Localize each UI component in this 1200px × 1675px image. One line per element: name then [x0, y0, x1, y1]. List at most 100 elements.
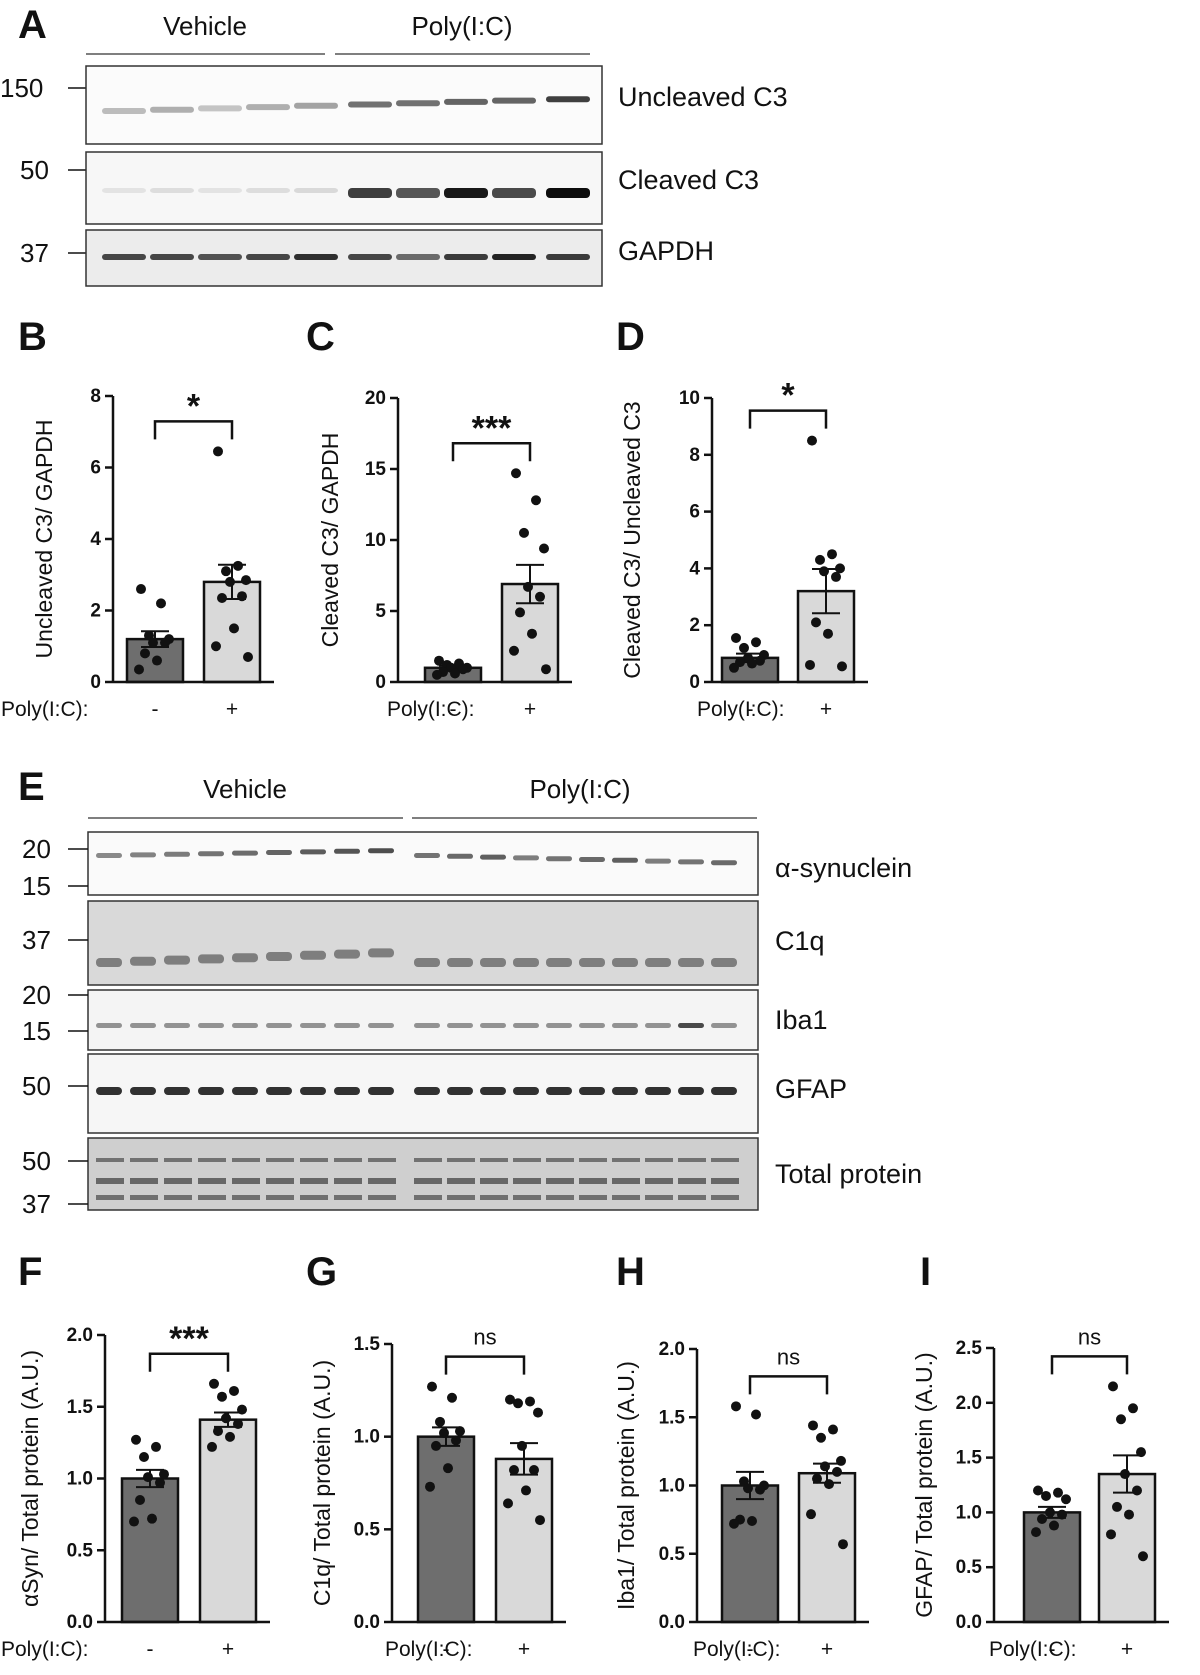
- blot-label-alpha-synuclein: α-synuclein: [775, 853, 912, 883]
- panel-label-b: B: [18, 315, 47, 359]
- blot-band: [480, 1023, 506, 1028]
- chart-g-point: [427, 1381, 437, 1392]
- blot-band: [300, 1087, 326, 1095]
- chart-b-point: [237, 591, 247, 602]
- chart-c-y-tick-label: 15: [365, 459, 387, 480]
- blot-band: [492, 254, 536, 260]
- chart-f-significance-bracket: [148, 1352, 230, 1372]
- chart-c-point: [434, 655, 444, 666]
- blot-band: [513, 1023, 539, 1028]
- chart-f-point: [233, 1418, 243, 1429]
- chart-d-x-label: Poly(I:C):: [697, 698, 785, 721]
- chart-b-point: [136, 584, 146, 595]
- chart-c-point: [541, 664, 551, 675]
- chart-g-x-tick-label: -: [443, 1638, 450, 1661]
- blot-band: [96, 1195, 124, 1200]
- blot-band: [612, 1087, 638, 1095]
- blot-band: [300, 950, 326, 960]
- blot-a-marker-150: 150: [0, 73, 43, 103]
- blot-band: [711, 1023, 737, 1028]
- chart-h-point: [838, 1539, 848, 1550]
- blot-label-iba1: Iba1: [775, 1005, 828, 1035]
- chart-c-point: [511, 468, 521, 479]
- chart-f-point: [237, 1404, 247, 1415]
- blot-band: [645, 1087, 671, 1095]
- chart-i-y-tick-label: 1.5: [956, 1448, 983, 1469]
- chart-g-bar-polyic: [494, 1457, 554, 1624]
- blot-band: [96, 1178, 124, 1184]
- blot-band: [300, 1158, 328, 1162]
- blot-label-gfap: GFAP: [775, 1074, 847, 1104]
- blot-band: [150, 106, 194, 113]
- chart-g-y-tick-label: 0.5: [354, 1519, 381, 1540]
- chart-h-x-tick-label: -: [747, 1638, 754, 1661]
- blot-band: [447, 958, 473, 967]
- chart-i-point: [1049, 1520, 1059, 1531]
- blot-band: [130, 1087, 156, 1095]
- chart-b-point: [156, 598, 166, 609]
- blot-band: [447, 1195, 475, 1200]
- blot-band: [444, 98, 488, 105]
- chart-i-significance-label: ns: [1078, 1324, 1101, 1349]
- chart-h-y-tick-label: 1.0: [659, 1476, 685, 1497]
- blot-band: [96, 853, 122, 858]
- blot-band: [102, 108, 146, 114]
- chart-i-point: [1138, 1551, 1148, 1562]
- blot-band: [711, 958, 737, 967]
- blot-band: [246, 188, 290, 193]
- blot-band: [480, 1087, 506, 1095]
- chart-d-point: [747, 658, 757, 669]
- chart-b-significance-label: *: [187, 387, 201, 425]
- blot-band: [414, 853, 440, 858]
- chart-f-y-label: αSyn/ Total protein (A.U.): [17, 1350, 43, 1607]
- chart-f-bar-polyic: [198, 1418, 258, 1624]
- chart-i-x-label: Poly(I:C):: [989, 1638, 1077, 1661]
- chart-d-point: [811, 617, 821, 628]
- blot-band: [130, 1195, 158, 1200]
- chart-f-point: [139, 1451, 149, 1462]
- chart-c-point: [515, 607, 525, 618]
- blot-band: [266, 850, 292, 855]
- blot-band: [396, 254, 440, 260]
- chart-d-point: [835, 563, 845, 574]
- blot-band: [492, 188, 536, 198]
- blot-band: [130, 1178, 158, 1184]
- chart-h-point: [729, 1518, 739, 1529]
- blot-band: [645, 1158, 673, 1162]
- blot-label-uncleaved-c3: Uncleaved C3: [618, 82, 788, 112]
- chart-g-point: [521, 1485, 531, 1496]
- chart-h-point: [824, 1479, 834, 1490]
- chart-h-significance-bracket: [748, 1375, 829, 1395]
- chart-h-point: [743, 1483, 753, 1494]
- chart-i-point: [1045, 1507, 1055, 1518]
- blot-band: [198, 1158, 226, 1162]
- blot-band: [480, 1158, 508, 1162]
- chart-g: 0.0 0.5 1.0 1.5 C1q/ Total protein (A.U.) Pol…: [309, 1325, 566, 1661]
- blot-band: [334, 1178, 362, 1184]
- chart-i-point: [1041, 1490, 1051, 1501]
- chart-c-point: [450, 668, 460, 679]
- blot-band: [164, 1087, 190, 1095]
- chart-d-significance-label: *: [781, 377, 795, 415]
- blot-band: [232, 850, 258, 856]
- blot-band: [368, 848, 394, 854]
- blot-band: [579, 1087, 605, 1095]
- blot-band: [546, 254, 590, 260]
- blot-band: [266, 1178, 294, 1184]
- chart-f-y-tick-label: 0.0: [67, 1612, 93, 1633]
- blot-alpha-synuclein: [87, 831, 759, 896]
- chart-c-point: [523, 581, 533, 592]
- blot-band: [396, 188, 440, 198]
- chart-c-x-label: Poly(I:C):: [387, 698, 475, 721]
- chart-g-point: [451, 1435, 461, 1446]
- blot-band: [164, 1178, 192, 1184]
- chart-b-point: [217, 592, 227, 603]
- chart-g-point: [503, 1498, 513, 1509]
- blot-label-c1q: C1q: [775, 926, 825, 956]
- blot-band: [579, 857, 605, 862]
- blot-band: [368, 1158, 396, 1162]
- chart-f: 0.0 0.5 1.0 1.5 2.0 αSyn/ Total protein (A.U.…: [1, 1320, 270, 1661]
- chart-f-point: [129, 1516, 139, 1527]
- blot-band: [334, 949, 360, 959]
